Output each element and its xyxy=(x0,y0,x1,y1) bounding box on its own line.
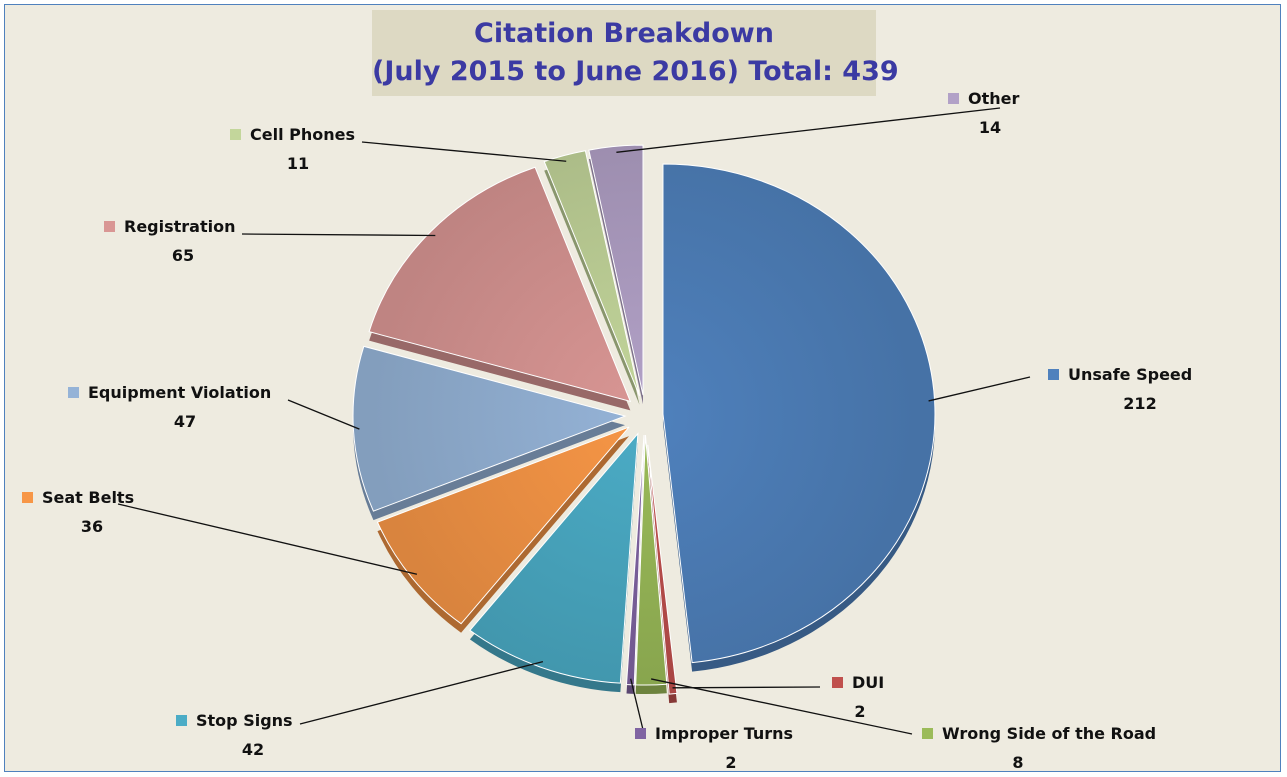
slice-label: Improper Turns xyxy=(655,724,793,743)
slice-label: Cell Phones xyxy=(250,125,355,144)
legend-marker xyxy=(22,492,33,503)
slice-value: 8 xyxy=(1012,753,1023,772)
slice-label: Seat Belts xyxy=(42,488,134,507)
pie-slice-dui xyxy=(647,444,678,695)
pie-slice-equipment-violation xyxy=(352,345,627,512)
slice-label: DUI xyxy=(852,673,884,692)
legend-marker xyxy=(832,677,843,688)
slice-label: Other xyxy=(968,89,1019,108)
legend-marker xyxy=(1048,369,1059,380)
pie-slice-other xyxy=(588,144,644,396)
slice-value: 47 xyxy=(174,412,196,431)
slice-label: Equipment Violation xyxy=(88,383,271,402)
slice-value: 11 xyxy=(287,154,309,173)
pie-slice-seat-belts xyxy=(376,426,630,625)
slice-value: 2 xyxy=(725,753,736,772)
pie-slice-wrong-side-of-the-road xyxy=(635,434,668,686)
legend-marker xyxy=(635,728,646,739)
legend-marker xyxy=(948,93,959,104)
pie-slice-improper-turns xyxy=(625,434,645,686)
chart-title: Citation Breakdown (July 2015 to June 20… xyxy=(372,10,899,96)
leader-line xyxy=(241,233,436,237)
slice-value: 2 xyxy=(854,702,865,721)
legend-marker xyxy=(176,715,187,726)
slice-label: Registration xyxy=(124,217,235,236)
legend-marker xyxy=(230,129,241,140)
leader-line xyxy=(928,376,1031,402)
leader-line xyxy=(287,399,360,430)
pie-slice-cell-phones xyxy=(543,150,640,396)
leader-line xyxy=(651,678,913,735)
pie-slice-registration xyxy=(368,166,632,403)
slice-value: 42 xyxy=(242,740,264,759)
slice-value: 36 xyxy=(81,517,103,536)
slice-value: 14 xyxy=(979,118,1001,137)
chart-title-line-2: (July 2015 to June 2016) Total: 439 xyxy=(372,56,899,87)
legend-marker xyxy=(104,221,115,232)
slice-value: 212 xyxy=(1123,394,1156,413)
leader-line xyxy=(616,107,1001,153)
leader-line xyxy=(117,503,418,575)
slice-label: Stop Signs xyxy=(196,711,293,730)
pie-slice-unsafe-speed xyxy=(662,163,936,664)
pie-slice-stop-signs xyxy=(469,432,639,684)
chart-title-line-1: Citation Breakdown xyxy=(474,18,774,49)
slice-label: Wrong Side of the Road xyxy=(942,724,1156,743)
leader-line xyxy=(361,141,567,162)
legend-marker xyxy=(922,728,933,739)
legend-marker xyxy=(68,387,79,398)
leader-line xyxy=(299,660,544,725)
leader-line xyxy=(672,686,821,689)
slice-value: 65 xyxy=(172,246,194,265)
slice-label: Unsafe Speed xyxy=(1068,365,1192,384)
